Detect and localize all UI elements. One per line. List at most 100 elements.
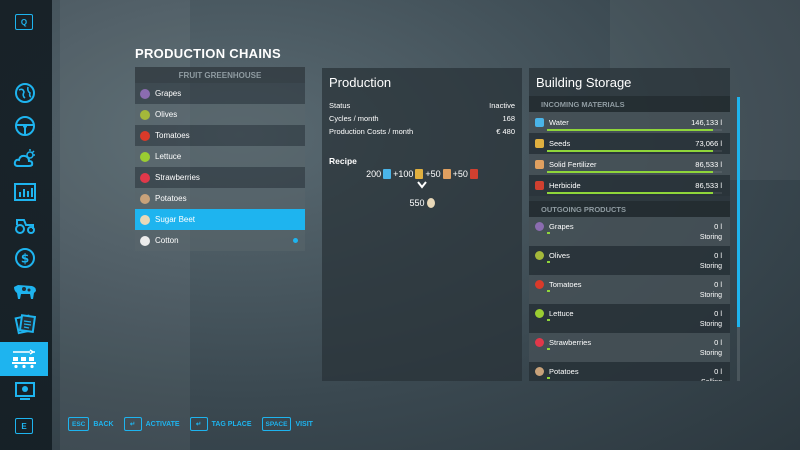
recipe-output-amount: 550 (409, 198, 425, 208)
outgoing-item-amount: 0 l (714, 367, 722, 376)
chain-item[interactable]: Sugar Beet (135, 209, 305, 230)
seeds-icon (535, 139, 544, 148)
statistics-icon[interactable] (12, 179, 38, 205)
garage-icon[interactable] (12, 378, 38, 404)
recipe-inputs: 200 +100 +50 +50 (322, 169, 522, 179)
outgoing-item-mode-toggle[interactable]: Storing (699, 350, 722, 357)
cycles-value: 168 (502, 114, 515, 123)
outgoing-item-label: Olives (549, 250, 570, 260)
cotton-icon (140, 235, 150, 246)
storage-scrollbar-thumb[interactable] (737, 97, 740, 327)
grapes-icon (535, 221, 544, 231)
svg-text:$: $ (21, 252, 29, 266)
outgoing-item-label: Grapes (549, 221, 574, 231)
outgoing-item-mode-toggle[interactable]: Storing (699, 292, 722, 299)
globe-icon[interactable] (12, 80, 38, 106)
outgoing-item-label: Tomatoes (549, 279, 582, 289)
outgoing-item-label: Potatoes (549, 366, 579, 376)
hint-label: BACK (93, 420, 114, 428)
steering-wheel-icon[interactable] (12, 113, 38, 139)
incoming-item-label: Water (549, 118, 569, 127)
fill-level-bar (547, 348, 550, 350)
hint-back-button[interactable]: ESC BACK (68, 417, 114, 431)
outgoing-item-header: Grapes (535, 217, 730, 232)
cow-icon[interactable] (12, 278, 38, 304)
lettuce-icon (535, 308, 544, 318)
outgoing-item-mode-toggle[interactable]: Storing (699, 321, 722, 328)
outgoing-item-label: Lettuce (549, 308, 574, 318)
chain-item-label: Olives (155, 110, 178, 119)
hint-tag-place-button[interactable]: ↵ TAG PLACE (189, 417, 252, 431)
outgoing-item-mode-toggle[interactable]: Storing (699, 263, 722, 270)
chain-item-label: Potatoes (155, 194, 187, 203)
storage-title: Building Storage (536, 75, 632, 90)
tomato-icon (535, 279, 544, 289)
fill-level-bar (547, 261, 550, 263)
incoming-item-label: Seeds (549, 139, 571, 148)
fill-level-track (547, 192, 722, 194)
chain-item-label: Lettuce (155, 152, 182, 161)
seeds-icon (415, 169, 424, 179)
hint-label: ACTIVATE (145, 420, 180, 428)
outgoing-item-amount: 0 l (714, 222, 722, 231)
chain-item-label: Grapes (155, 89, 182, 98)
potato-icon (140, 193, 150, 204)
weather-icon[interactable] (12, 146, 38, 172)
fill-level-track (547, 129, 722, 131)
grapes-icon (140, 88, 150, 99)
recipe-input-amount: +100 (393, 169, 414, 179)
chain-item[interactable]: Potatoes (135, 188, 305, 209)
incoming-item: Solid Fertilizer 86,533 l (529, 154, 730, 175)
cycles-row: Cycles / month 168 (322, 112, 522, 125)
hint-key: SPACE (261, 417, 292, 431)
sugar-beet-icon (426, 198, 435, 208)
chain-item[interactable]: Grapes (135, 83, 305, 104)
lettuce-icon (140, 151, 150, 162)
incoming-item: Herbicide 86,533 l (529, 175, 730, 196)
outgoing-item-mode-toggle[interactable]: Selling (701, 379, 722, 381)
outgoing-item: Grapes 0 l Storing (529, 217, 730, 246)
costs-row: Production Costs / month € 480 (322, 125, 522, 138)
status-label: Status (329, 101, 351, 110)
strawberry-icon (535, 337, 544, 347)
chain-item[interactable]: Olives (135, 104, 305, 125)
key-q-button[interactable]: Q (15, 14, 33, 30)
recipe-output: 550 (322, 198, 522, 208)
chain-item[interactable]: Lettuce (135, 146, 305, 167)
outgoing-item-header: Olives (535, 246, 730, 261)
fill-level-track (547, 171, 722, 173)
outgoing-item-header: Potatoes (535, 362, 730, 377)
outgoing-item-mode-toggle[interactable]: Storing (699, 234, 722, 241)
chain-item[interactable]: Tomatoes (135, 125, 305, 146)
incoming-item-label: Solid Fertilizer (549, 160, 597, 169)
contracts-icon[interactable] (12, 311, 38, 337)
chain-item[interactable]: Strawberries (135, 167, 305, 188)
money-icon[interactable]: $ (12, 245, 38, 271)
incoming-item-amount: 86,533 l (695, 181, 722, 190)
recipe-title: Recipe (329, 156, 357, 166)
recipe-arrow (322, 181, 522, 189)
hint-activate-button[interactable]: ↵ ACTIVATE (123, 417, 180, 431)
production-tab-active[interactable] (0, 342, 48, 376)
chain-item-label: Cotton (155, 236, 179, 245)
recipe-input-amount: 200 (366, 169, 382, 179)
fertilizer-icon (442, 169, 451, 179)
hint-visit-button[interactable]: SPACE VISIT (261, 417, 313, 431)
hint-key: ↵ (123, 417, 142, 431)
outgoing-item-amount: 0 l (714, 309, 722, 318)
status-row: Status Inactive (322, 99, 522, 112)
cycles-label: Cycles / month (329, 114, 379, 123)
fill-level-track (547, 150, 722, 152)
production-panel: Production Status Inactive Cycles / mont… (322, 68, 522, 381)
key-e-button[interactable]: E (15, 418, 33, 434)
incoming-item: Water 146,133 l (529, 112, 730, 133)
tractor-icon[interactable] (12, 212, 38, 238)
costs-label: Production Costs / month (329, 127, 414, 136)
water-icon (383, 169, 392, 179)
sugar-beet-icon (140, 214, 150, 225)
chain-item[interactable]: Cotton (135, 230, 305, 251)
active-indicator-dot (293, 238, 298, 243)
incoming-item-amount: 73,066 l (695, 139, 722, 148)
hint-key: ↵ (189, 417, 208, 431)
sidebar: Q $ E (0, 0, 52, 450)
